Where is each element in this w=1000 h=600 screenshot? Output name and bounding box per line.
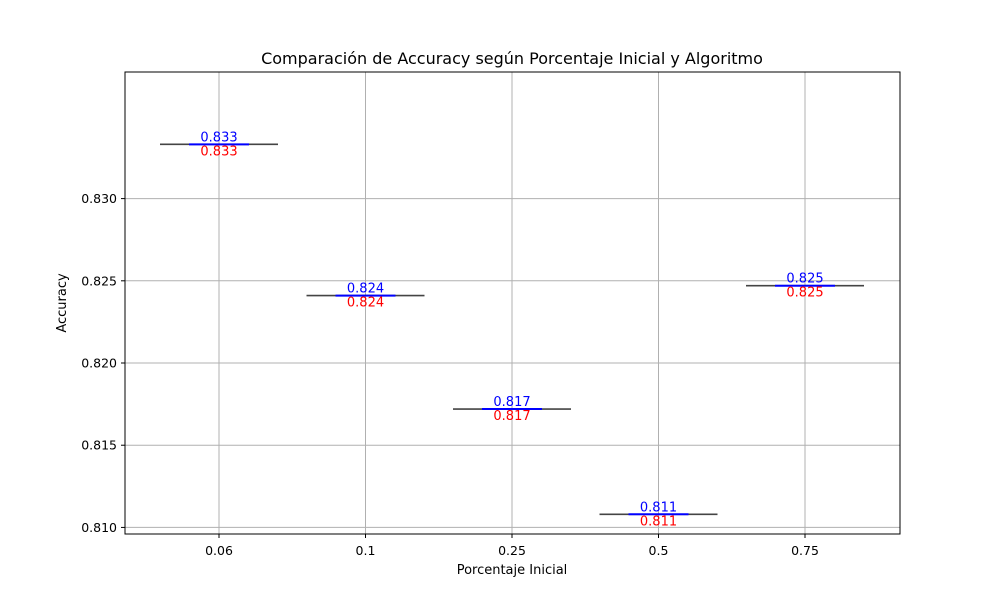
- y-tick-label: 0.810: [81, 520, 117, 535]
- x-tick-label: 0.25: [498, 543, 526, 558]
- x-tick-label: 0.5: [649, 543, 669, 558]
- y-tick-label: 0.820: [81, 356, 117, 371]
- chart-title: Comparación de Accuracy según Porcentaje…: [261, 49, 763, 68]
- data-label-bottom: 0.833: [200, 144, 237, 159]
- data-label-top: 0.825: [786, 272, 823, 287]
- grid-lines: [125, 72, 900, 534]
- data-label-bottom: 0.825: [786, 286, 823, 301]
- x-tick-label: 0.75: [791, 543, 819, 558]
- box-series: [160, 143, 864, 516]
- x-tick-label: 0.1: [356, 543, 376, 558]
- data-label-top: 0.824: [347, 282, 384, 297]
- y-tick-label: 0.815: [81, 438, 117, 453]
- x-tick-label: 0.06: [205, 543, 233, 558]
- x-axis-ticks: 0.06 0.1 0.25 0.5 0.75: [205, 534, 819, 558]
- data-label-bottom: 0.811: [640, 514, 677, 529]
- y-tick-label: 0.830: [81, 191, 117, 206]
- data-label-bottom: 0.824: [347, 296, 384, 311]
- y-axis-ticks: 0.810 0.815 0.820 0.825 0.830: [81, 191, 125, 535]
- data-label-top: 0.811: [640, 500, 677, 515]
- y-axis-label: Accuracy: [55, 273, 70, 333]
- data-label-top: 0.817: [493, 395, 530, 410]
- x-axis-label: Porcentaje Inicial: [457, 563, 568, 578]
- data-label-bottom: 0.817: [493, 409, 530, 424]
- data-label-top: 0.833: [200, 130, 237, 145]
- y-tick-label: 0.825: [81, 273, 117, 288]
